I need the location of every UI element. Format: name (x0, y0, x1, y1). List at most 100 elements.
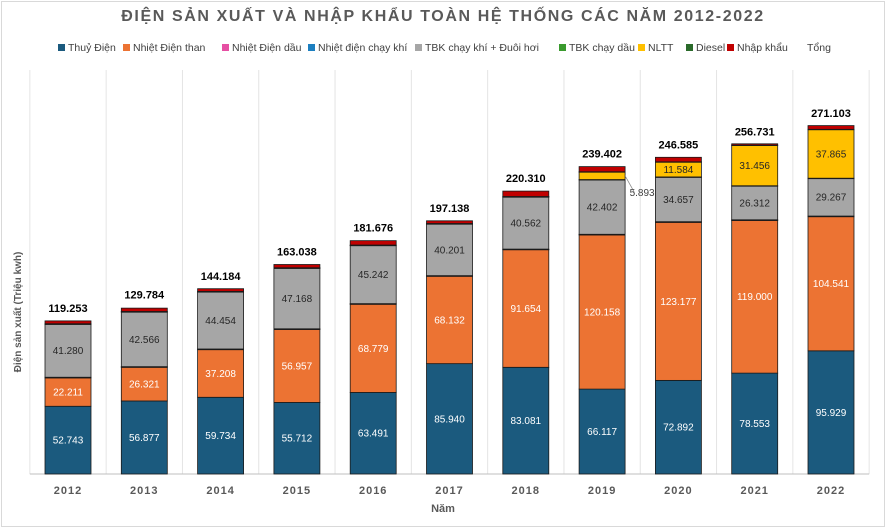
data-label-nltt-2020: 11.584 (663, 165, 693, 176)
data-label-thuy-dien-2013: 56.877 (129, 433, 160, 444)
bar-segment-tbk-chay-khi-duoi-hoi-2020 (655, 176, 702, 223)
legend-swatch-nhiet-dien-than (123, 44, 130, 51)
bar-segment-tbk-chay-khi-duoi-hoi-2022 (807, 178, 855, 217)
bar-segment-tbk-chay-khi-duoi-hoi-2013 (120, 311, 168, 368)
bar-segment-tbk-chay-khi-duoi-hoi-2014 (197, 291, 245, 350)
bar-segment-nhiet-dien-than-2014 (197, 349, 245, 398)
data-label-thuy-dien-2018: 83.081 (511, 416, 542, 427)
total-label-2016: 181.676 (353, 223, 393, 235)
x-tick-label-2022: 2022 (817, 485, 845, 497)
data-label-thuy-dien-2016: 63.491 (358, 429, 389, 440)
bar-segment-tbk-chay-khi-duoi-hoi-2012 (44, 323, 92, 378)
bar-segment-tbk-chay-khi-duoi-hoi-2018 (502, 196, 550, 250)
bar-segment-nhiet-dien-than-2022 (807, 216, 855, 352)
total-label-2021: 256.731 (735, 126, 775, 138)
legend-swatch-diesel (686, 44, 693, 51)
y-axis-title: Điện sản xuất (Triệu kwh) (12, 252, 24, 373)
legend-swatch-nhap-khau (727, 44, 734, 51)
legend-label-diesel: Diesel (696, 42, 726, 54)
bar-segment-nhiet-dien-than-2013 (120, 366, 168, 402)
bar-segment-thuy-dien-2012 (44, 405, 92, 475)
total-label-2015: 163.038 (277, 247, 317, 259)
data-label-nhiet-dien-than-2022: 104.541 (813, 279, 850, 290)
bar-segment-thuy-dien-2014 (197, 396, 245, 475)
data-label-tbk-chay-khi-duoi-hoi-2015: 47.168 (282, 294, 313, 305)
bar-segment-thuy-dien-2013 (120, 400, 168, 475)
legend-item-thuy-dien: Thuỷ Điện (58, 42, 116, 54)
data-label-nhiet-dien-than-2016: 68.779 (358, 344, 389, 355)
data-label-tbk-chay-khi-duoi-hoi-2014: 44.454 (205, 316, 236, 327)
data-label-tbk-chay-khi-duoi-hoi-2018: 40.562 (511, 219, 542, 230)
legend: Thuỷ Điện Nhiệt Điện than Nhiệt Điện dầu Nh… (40, 42, 860, 58)
legend-label-thuy-dien: Thuỷ Điện (68, 42, 116, 54)
data-label-tbk-chay-khi-duoi-hoi-2020: 34.657 (663, 195, 694, 206)
x-tick-label-2021: 2021 (740, 485, 768, 497)
bar-segment-thuy-dien-2018 (502, 366, 550, 475)
legend-label-nhiet-dien-chay-khi: Nhiệt điện chạy khí (318, 42, 408, 54)
data-label-nltt-2019: 5.893 (630, 188, 655, 199)
total-label-2017: 197.138 (430, 203, 470, 215)
bar-segment-tbk-chay-khi-duoi-hoi-2019 (578, 179, 626, 235)
total-label-2012: 119.253 (48, 303, 87, 315)
legend-label-nhiet-dien-than: Nhiệt Điện than (133, 42, 206, 54)
x-tick-label-2013: 2013 (130, 485, 158, 497)
bar-segment-nhap-khau-2014 (197, 288, 245, 292)
data-label-nhiet-dien-than-2018: 91.654 (511, 304, 542, 315)
bar-segment-tbk-chay-khi-duoi-hoi-2017 (426, 223, 473, 277)
data-label-thuy-dien-2014: 59.734 (205, 431, 236, 442)
legend-item-nhiet-dien-than: Nhiệt Điện than (123, 42, 205, 54)
legend-item-nhiet-dien-dau: Nhiệt Điện dầu (222, 42, 301, 54)
data-label-tbk-chay-khi-duoi-hoi-2016: 45.242 (358, 270, 389, 281)
bar-segment-nltt-2021 (731, 144, 779, 187)
total-label-2018: 220.310 (506, 173, 546, 185)
data-label-nltt-2022: 37.865 (816, 149, 847, 160)
data-label-thuy-dien-2019: 66.117 (587, 427, 617, 438)
data-label-leader-nltt-2019 (624, 175, 635, 192)
x-tick-label-2018: 2018 (512, 485, 540, 497)
legend-item-nhiet-dien-chay-khi: Nhiệt điện chạy khí (308, 42, 407, 54)
legend-item-diesel: Diesel (686, 42, 725, 54)
bar-segment-nhiet-dien-than-2016 (349, 303, 397, 393)
data-label-tbk-chay-khi-duoi-hoi-2012: 41.280 (53, 346, 84, 357)
data-label-thuy-dien-2021: 78.553 (739, 419, 770, 430)
data-label-nhiet-dien-than-2014: 37.208 (205, 369, 236, 380)
data-label-thuy-dien-2020: 72.892 (663, 423, 694, 434)
legend-label-nltt: NLTT (648, 42, 674, 54)
x-tick-label-2017: 2017 (435, 485, 463, 497)
legend-item-tbk-chay-khi-duoi-hoi: TBK chạy khí + Đuôi hơi (415, 42, 539, 54)
bar-segment-tbk-chay-khi-duoi-hoi-2016 (349, 245, 397, 305)
total-label-2013: 129.784 (124, 289, 165, 301)
bar-segment-nhap-khau-2021 (731, 143, 779, 146)
data-label-nltt-2021: 31.456 (739, 161, 770, 172)
total-label-2020: 246.585 (659, 139, 699, 151)
data-label-nhiet-dien-than-2013: 26.321 (129, 380, 160, 391)
bar-segment-nhiet-dien-than-2017 (426, 275, 473, 365)
bar-segment-nhap-khau-2017 (426, 220, 473, 224)
data-label-nhiet-dien-than-2020: 123.177 (660, 297, 697, 308)
x-tick-label-2019: 2019 (588, 485, 616, 497)
data-label-thuy-dien-2017: 85.940 (434, 414, 465, 425)
data-label-tbk-chay-khi-duoi-hoi-2022: 29.267 (816, 193, 847, 204)
bar-segment-nhap-khau-2015 (273, 264, 321, 269)
bar-segment-nhap-khau-2013 (120, 307, 168, 312)
bar-segment-nhap-khau-2020 (655, 156, 702, 163)
x-tick-label-2020: 2020 (664, 485, 692, 497)
bar-segment-nhiet-dien-than-2021 (731, 219, 779, 374)
chart-title: ĐIỆN SẢN XUẤT VÀ NHẬP KHẨU TOÀN HỆ THỐNG… (121, 8, 765, 25)
legend-label-nhiet-dien-dau: Nhiệt Điện dầu (232, 42, 302, 54)
bar-segment-nhiet-dien-than-2018 (502, 249, 550, 368)
x-tick-label-2015: 2015 (283, 485, 311, 497)
bar-segment-nhap-khau-2022 (807, 125, 855, 130)
bar-segment-thuy-dien-2020 (655, 379, 702, 475)
x-tick-label-2016: 2016 (359, 485, 387, 497)
data-label-nhiet-dien-than-2021: 119.000 (737, 292, 773, 303)
data-label-tbk-chay-khi-duoi-hoi-2019: 42.402 (587, 203, 618, 214)
total-label-2022: 271.103 (811, 108, 851, 120)
bar-segment-thuy-dien-2022 (807, 350, 855, 475)
legend-swatch-tbk-chay-khi-duoi-hoi (415, 44, 422, 51)
bar-segment-nhap-khau-2016 (349, 240, 397, 246)
bar-segment-nhap-khau-2018 (502, 190, 550, 197)
data-label-nhiet-dien-than-2017: 68.132 (434, 315, 465, 326)
data-label-tbk-chay-khi-duoi-hoi-2021: 26.312 (739, 198, 770, 209)
